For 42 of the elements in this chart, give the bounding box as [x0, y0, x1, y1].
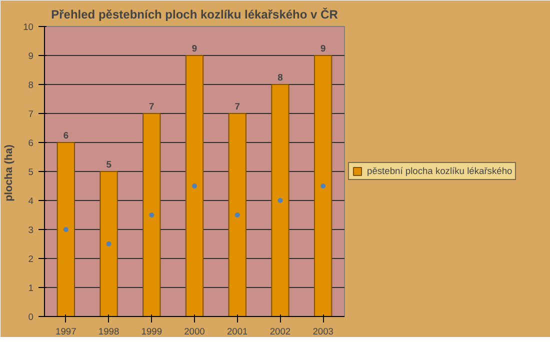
x-tick-label: 1997	[56, 326, 76, 336]
bar	[56, 142, 75, 316]
x-tick-label: 1999	[141, 326, 162, 336]
point	[106, 242, 112, 246]
data-label: 8	[278, 72, 283, 82]
y-tick-label: 9	[28, 51, 34, 61]
y-tick-label: 0	[28, 312, 34, 322]
y-axis-title: plocha (ha)	[3, 144, 16, 202]
point	[149, 212, 154, 218]
y-tick-label: 6	[28, 138, 34, 148]
y-tick-label: 8	[28, 80, 34, 90]
bar	[185, 55, 204, 316]
x-tick-label: 2000	[184, 326, 205, 336]
x-tick-label: 2002	[270, 326, 291, 336]
point	[234, 212, 240, 218]
data-label: 9	[192, 44, 198, 54]
bar	[100, 171, 118, 316]
point	[320, 184, 326, 188]
chart-title: Přehled pěstebních ploch kozlíku lékařského v ČR	[51, 8, 338, 22]
y-tick-label: 5	[28, 167, 34, 177]
point	[278, 198, 283, 203]
data-label: 6	[63, 130, 69, 140]
y-tick-label: 10	[23, 22, 34, 32]
point	[192, 184, 197, 188]
bar	[314, 55, 332, 316]
data-label: 7	[149, 102, 154, 112]
bar	[228, 113, 246, 316]
y-tick-label: 4	[28, 196, 34, 206]
bar	[142, 113, 161, 316]
data-label: 9	[320, 44, 326, 54]
data-label: 7	[234, 102, 240, 112]
y-tick-label: 3	[28, 225, 34, 235]
y-tick-label: 1	[28, 283, 34, 293]
data-label: 5	[106, 160, 112, 170]
point	[63, 227, 68, 232]
x-tick-label: 1998	[98, 326, 120, 336]
y-tick-label: 7	[28, 109, 34, 119]
legend-label: pěstební plocha kozlíku lékařského	[367, 166, 512, 176]
x-tick-label: 2003	[312, 326, 334, 336]
bar	[271, 84, 290, 316]
x-tick-label: 2001	[226, 326, 248, 336]
y-tick-label: 2	[28, 254, 34, 264]
